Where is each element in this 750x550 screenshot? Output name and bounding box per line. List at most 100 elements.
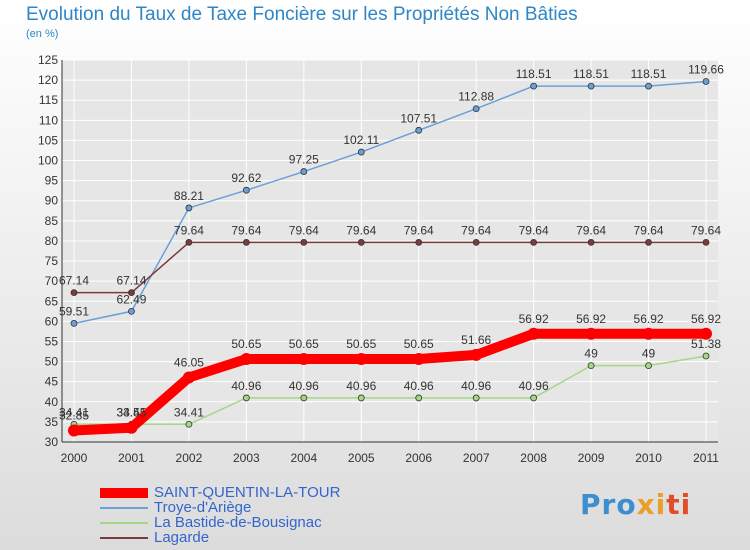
data-point xyxy=(645,82,652,90)
data-point xyxy=(297,352,310,365)
legend-label: Lagarde xyxy=(154,529,210,546)
data-point xyxy=(70,319,78,327)
x-tick-label: 2000 xyxy=(61,451,88,465)
data-point xyxy=(700,327,712,340)
data-point xyxy=(702,78,710,85)
data-label: 79.64 xyxy=(289,223,319,237)
data-point xyxy=(585,327,598,340)
legend-item: Lagarde xyxy=(100,530,340,545)
y-tick-label: 125 xyxy=(38,53,58,67)
data-point xyxy=(415,238,423,246)
brand-letters: ti xyxy=(666,488,692,521)
data-label: 79.64 xyxy=(634,223,664,237)
x-tick-label: 2009 xyxy=(578,451,605,465)
data-point xyxy=(472,105,480,113)
data-point xyxy=(355,352,368,365)
data-label: 59.51 xyxy=(59,304,89,318)
data-label: 50.65 xyxy=(289,337,319,351)
data-label: 107.51 xyxy=(400,111,437,125)
data-point xyxy=(185,420,193,428)
data-point xyxy=(702,352,710,360)
series-line xyxy=(73,241,707,294)
legend-swatch xyxy=(100,536,148,539)
data-point xyxy=(357,148,365,156)
data-label: 92.62 xyxy=(231,171,261,185)
data-label: 79.64 xyxy=(519,223,549,237)
data-label: 50.65 xyxy=(231,337,261,351)
y-tick-label: 40 xyxy=(45,395,59,409)
data-label: 88.21 xyxy=(174,189,204,203)
data-point xyxy=(300,238,308,246)
data-point xyxy=(472,238,480,246)
y-tick-label: 80 xyxy=(45,234,59,248)
y-tick-label: 75 xyxy=(45,254,59,268)
y-tick-label: 35 xyxy=(45,415,59,429)
data-point xyxy=(125,421,138,434)
data-label: 118.51 xyxy=(573,67,609,81)
legend-label: La Bastide-de-Bousignac xyxy=(154,514,322,531)
y-tick-label: 90 xyxy=(45,194,59,208)
data-label: 79.64 xyxy=(404,223,434,237)
data-label: 79.64 xyxy=(461,223,491,237)
data-point xyxy=(185,238,193,246)
data-point xyxy=(587,238,595,246)
data-point xyxy=(702,238,710,246)
data-label: 40.96 xyxy=(346,379,376,393)
data-label: 56.92 xyxy=(691,312,721,326)
data-label: 79.64 xyxy=(691,223,721,237)
data-label: 79.64 xyxy=(346,223,376,237)
data-label: 51.66 xyxy=(461,333,491,347)
data-point xyxy=(587,82,595,90)
data-label: 67.14 xyxy=(116,274,146,288)
data-label: 97.25 xyxy=(289,153,319,167)
y-tick-label: 50 xyxy=(45,355,59,369)
legend-item: SAINT-QUENTIN-LA-TOUR xyxy=(100,485,340,500)
data-label: 51.38 xyxy=(691,337,721,351)
data-point xyxy=(242,394,250,402)
data-label: 40.96 xyxy=(519,379,549,393)
legend-item: Troye-d'Ariège xyxy=(100,500,340,515)
brand-letters: xi xyxy=(636,488,667,521)
data-label: 46.05 xyxy=(174,355,204,369)
data-label: 118.51 xyxy=(631,67,667,81)
y-tick-label: 120 xyxy=(38,73,58,87)
data-label: 56.92 xyxy=(519,312,549,326)
unit-label: (en %) xyxy=(26,28,59,40)
x-tick-label: 2004 xyxy=(290,451,317,465)
data-label: 50.65 xyxy=(346,337,376,351)
x-tick-label: 2010 xyxy=(635,451,662,465)
plot-area xyxy=(62,60,718,442)
data-point xyxy=(128,289,135,297)
data-point xyxy=(357,394,365,402)
brand-letters: Pro xyxy=(580,488,637,521)
data-label: 118.51 xyxy=(516,67,552,81)
legend-item: La Bastide-de-Bousignac xyxy=(100,515,340,530)
data-label: 56.92 xyxy=(576,312,606,326)
y-tick-label: 30 xyxy=(45,435,59,449)
data-point xyxy=(415,126,423,134)
legend-swatch xyxy=(100,506,148,509)
y-tick-label: 45 xyxy=(45,375,59,389)
data-label: 32.85 xyxy=(59,409,89,423)
data-point xyxy=(587,362,595,370)
x-tick-label: 2011 xyxy=(693,451,719,465)
legend-swatch xyxy=(100,521,148,524)
data-label: 34.41 xyxy=(59,405,89,419)
y-tick-label: 105 xyxy=(38,133,58,147)
x-tick-label: 2005 xyxy=(348,451,375,465)
data-label: 49 xyxy=(642,347,656,361)
data-point xyxy=(128,307,135,315)
y-tick-label: 115 xyxy=(39,93,58,107)
y-tick-label: 100 xyxy=(38,154,58,168)
series-line xyxy=(73,80,707,325)
data-point xyxy=(300,394,308,402)
data-label: 34.41 xyxy=(174,405,204,419)
x-tick-label: 2006 xyxy=(405,451,432,465)
y-tick-label: 55 xyxy=(45,334,59,348)
data-label: 56.92 xyxy=(634,312,664,326)
brand-logo: Proxiti xyxy=(580,488,691,521)
data-point xyxy=(642,327,655,340)
data-point xyxy=(645,238,652,246)
y-tick-label: 60 xyxy=(45,314,59,328)
x-tick-label: 2007 xyxy=(463,451,490,465)
